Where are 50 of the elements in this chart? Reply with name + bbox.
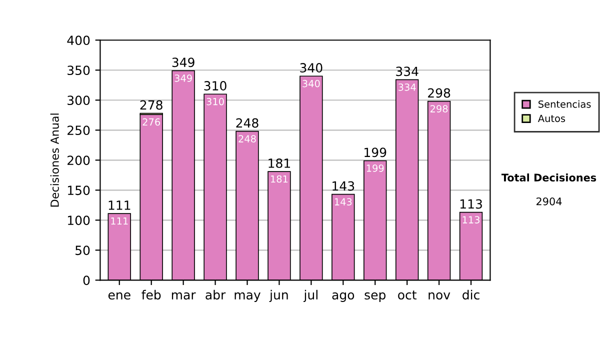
data-label: 298 [430,105,448,112]
y-tick-label: 300 [68,96,90,106]
total-label: 349 [172,58,194,68]
x-tick-label: ago [332,292,354,302]
total-label: 340 [300,63,322,73]
data-label: 310 [206,98,224,106]
x-tick-label: dic [462,290,480,300]
total-label: 111 [108,200,130,210]
x-tick-label: may [234,292,260,302]
x-tick-label: jul [304,290,318,302]
x-tick-label: oct [398,290,416,300]
y-tick-label: 250 [68,126,90,136]
x-tick-label: nov [428,292,450,300]
data-label: 113 [462,216,480,224]
total-label: 143 [332,181,354,191]
legend-label: Sentencias [538,100,591,108]
x-tick-label: sep [364,292,386,302]
y-tick-label: 400 [67,36,90,46]
total-label: 181 [268,158,290,168]
data-label: 248 [238,135,256,142]
total-label: 248 [236,118,258,128]
text: 2904 [536,197,562,206]
data-label: 276 [142,118,160,126]
data-label: 349 [174,74,192,82]
data-label: 181 [271,175,288,183]
y-tick-label: 0 [83,276,90,286]
x-tick-label: mar [172,292,196,300]
total-label: 278 [140,100,162,110]
y-tick-label: 350 [68,66,90,76]
total-label: 334 [396,66,418,76]
total-label: 199 [364,148,386,158]
total-label: 298 [428,88,450,98]
data-label: 340 [302,80,320,88]
data-label: 199 [366,164,384,172]
legend-label: Autos [538,114,566,122]
y-tick-label: 200 [68,156,90,166]
total-label: 113 [460,199,482,209]
total-label: 310 [204,81,226,91]
y-tick-label: 150 [68,186,90,196]
y-tick-label: 100 [68,216,90,226]
y-tick-label: 50 [76,246,90,256]
data-label: 143 [334,198,352,206]
x-tick-label: jun [269,290,288,302]
y-axis-title: Decisiones Anual [50,114,59,207]
data-label: 111 [111,217,128,225]
text: Total Decisiones [501,173,596,182]
x-tick-label: abr [206,290,226,300]
x-tick-label: feb [142,290,161,300]
data-label: 334 [398,84,416,91]
x-tick-label: ene [108,292,130,300]
